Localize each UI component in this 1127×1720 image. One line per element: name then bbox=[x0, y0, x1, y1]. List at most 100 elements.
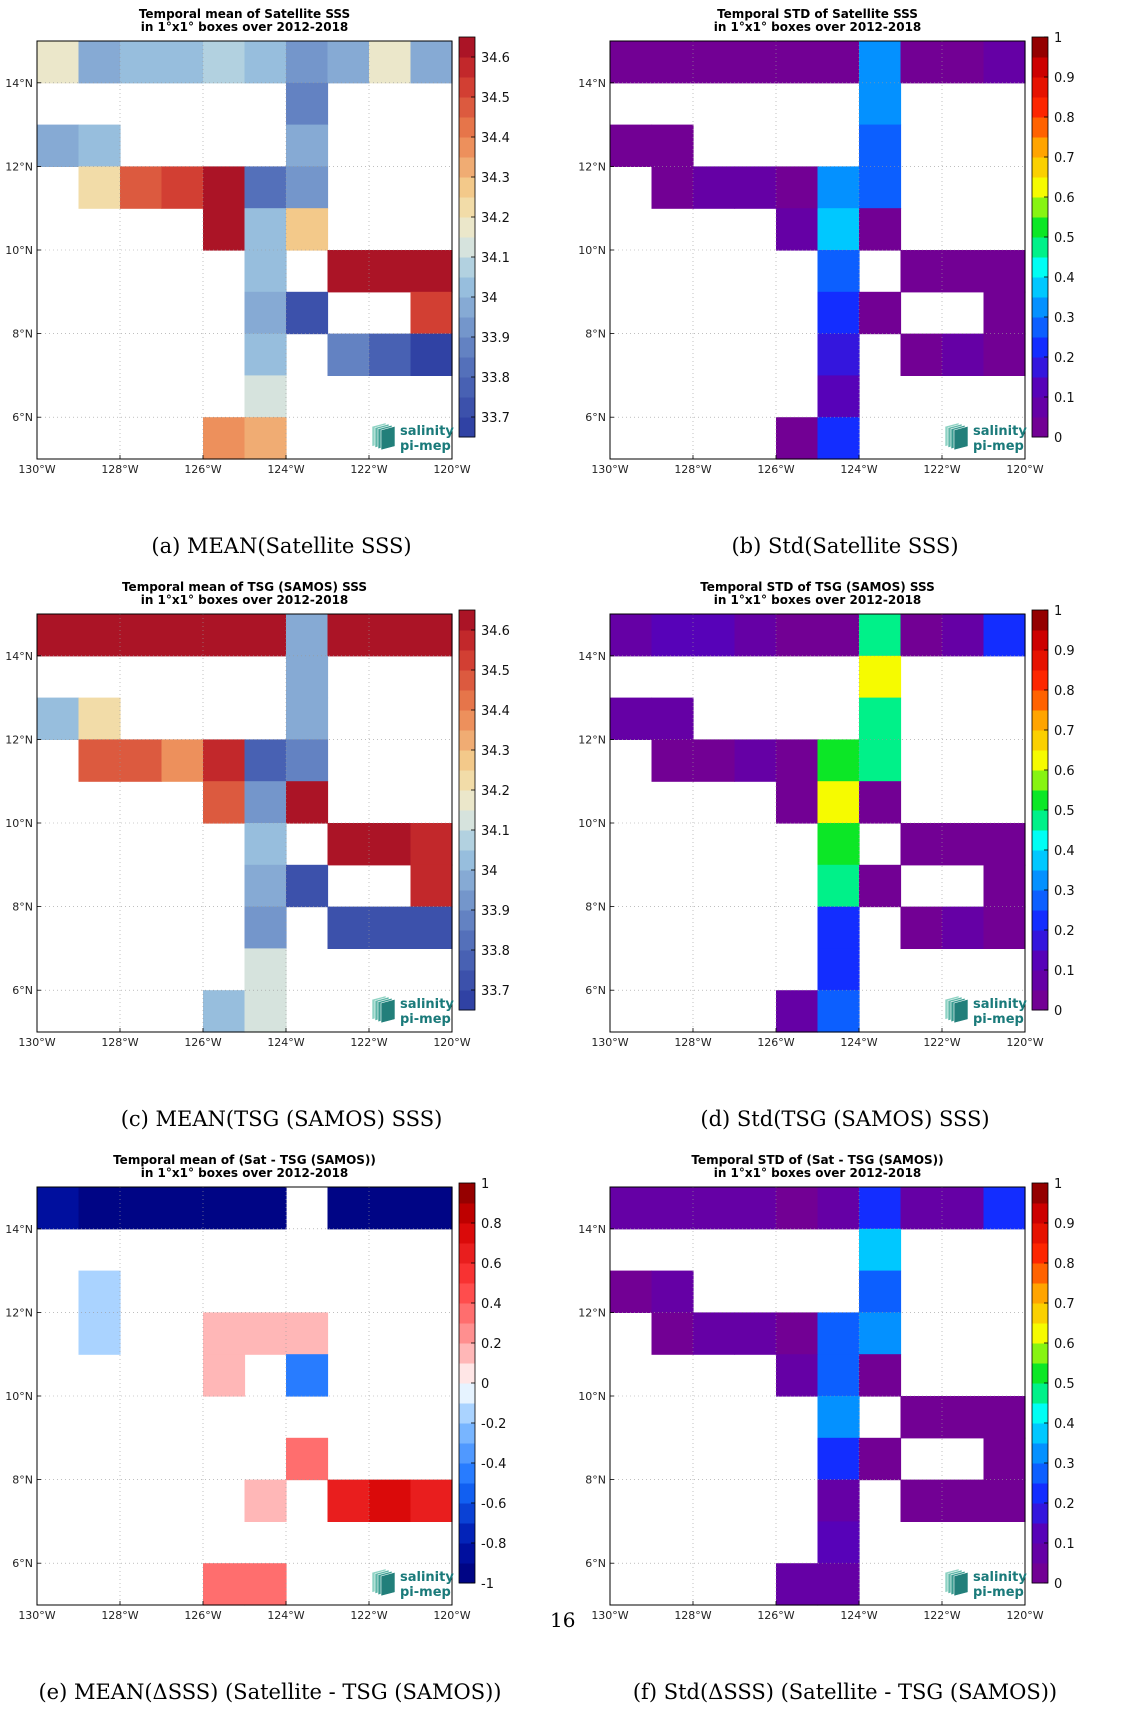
heatmap-cell bbox=[776, 990, 819, 1033]
heatmap-cell bbox=[327, 250, 370, 293]
colorbar-segment bbox=[459, 257, 475, 278]
colorbar-segment bbox=[459, 237, 475, 258]
y-tick-label: 12°N bbox=[578, 1306, 606, 1319]
heatmap-cell bbox=[900, 1396, 943, 1439]
y-tick-label: 6°N bbox=[585, 984, 606, 997]
colorbar-segment bbox=[1032, 1543, 1048, 1564]
y-tick-label: 14°N bbox=[5, 650, 33, 663]
colorbar-segment bbox=[1032, 177, 1048, 198]
colorbar-tick-label: 33.9 bbox=[481, 904, 510, 919]
logo-text-line2: pi-mep bbox=[973, 1585, 1024, 1600]
x-tick-label: 124°W bbox=[267, 1036, 304, 1049]
colorbar-tick-label: 0.1 bbox=[1054, 391, 1075, 406]
y-tick-label: 14°N bbox=[5, 77, 33, 90]
heatmap-cell bbox=[859, 739, 902, 782]
colorbar-tick-label: 34.6 bbox=[481, 624, 510, 639]
panel-f: Temporal STD of (Sat - TSG (SAMOS)) in 1°… bbox=[563, 1146, 1127, 1720]
panel-e: Temporal mean of (Sat - TSG (SAMOS)) in 1… bbox=[0, 1146, 563, 1720]
colorbar-segment bbox=[459, 37, 475, 58]
heatmap-cell bbox=[78, 1187, 121, 1230]
x-tick-label: 130°W bbox=[591, 1036, 628, 1049]
heatmap-cell bbox=[410, 823, 453, 866]
logo-text-line2: pi-mep bbox=[973, 1012, 1024, 1027]
heatmap-cell bbox=[859, 1270, 902, 1313]
heatmap-chart-f: Temporal STD of (Sat - TSG (SAMOS))in 1°… bbox=[578, 1153, 1075, 1622]
colorbar-segment bbox=[459, 217, 475, 238]
colorbar-tick-label: 34.1 bbox=[481, 251, 510, 266]
colorbar-segment bbox=[1032, 117, 1048, 138]
heatmap-cell bbox=[817, 291, 860, 335]
heatmap-cell bbox=[286, 781, 329, 824]
x-tick-label: 130°W bbox=[18, 463, 55, 476]
colorbar-segment bbox=[459, 830, 475, 851]
heatmap-cell bbox=[410, 1479, 453, 1522]
colorbar-tick-label: -1 bbox=[481, 1577, 494, 1592]
colorbar-segment bbox=[459, 57, 475, 78]
heatmap-cell bbox=[37, 697, 80, 740]
heatmap-cell bbox=[859, 614, 902, 657]
heatmap-cell bbox=[203, 1187, 246, 1230]
heatmap-cell bbox=[983, 1437, 1026, 1481]
colorbar-tick-label: 0.7 bbox=[1054, 1297, 1075, 1312]
colorbar-segment bbox=[1032, 690, 1048, 711]
colorbar-tick-label: 0.1 bbox=[1054, 964, 1075, 979]
colorbar-segment bbox=[1032, 870, 1048, 891]
colorbar-segment bbox=[1032, 910, 1048, 931]
colorbar-segment bbox=[1032, 970, 1048, 991]
colorbar-segment bbox=[459, 1483, 475, 1504]
heatmap-cell bbox=[120, 739, 163, 782]
chart-title-line: Temporal mean of (Sat - TSG (SAMOS)) bbox=[113, 1153, 376, 1167]
colorbar-segment bbox=[1032, 1343, 1048, 1364]
heatmap-cell bbox=[244, 291, 287, 335]
heatmap-cell bbox=[817, 1563, 860, 1606]
heatmap-cell bbox=[286, 697, 329, 740]
page-number: 16 bbox=[550, 1608, 576, 1632]
colorbar-tick-label: 1 bbox=[1054, 1177, 1062, 1192]
colorbar-segment bbox=[459, 1563, 475, 1584]
logo-text-line1: salinity bbox=[973, 424, 1027, 439]
heatmap-cell bbox=[203, 41, 246, 84]
y-tick-label: 12°N bbox=[5, 160, 33, 173]
heatmap-cell bbox=[983, 1187, 1026, 1230]
heatmap-cell bbox=[859, 781, 902, 824]
heatmap-cell bbox=[817, 906, 860, 949]
heatmap-cell bbox=[203, 1563, 246, 1606]
colorbar-segment bbox=[1032, 1303, 1048, 1324]
colorbar-tick-label: 33.7 bbox=[481, 411, 510, 426]
colorbar-segment bbox=[459, 1423, 475, 1444]
y-tick-label: 8°N bbox=[585, 901, 606, 914]
heatmap-cell bbox=[244, 864, 287, 908]
colorbar-segment bbox=[459, 197, 475, 218]
caption-a: (a) MEAN(Satellite SSS) bbox=[151, 534, 412, 558]
colorbar-segment bbox=[1032, 1463, 1048, 1484]
heatmap-cell bbox=[983, 1396, 1026, 1439]
heatmap-cell bbox=[244, 948, 287, 991]
colorbar-segment bbox=[459, 1503, 475, 1524]
colorbar-segment bbox=[1032, 990, 1048, 1011]
heatmap-cell bbox=[817, 41, 860, 84]
colorbar-tick-label: 34.5 bbox=[481, 664, 510, 679]
heatmap-cell bbox=[203, 739, 246, 782]
colorbar-segment bbox=[459, 1403, 475, 1424]
heatmap-cell bbox=[78, 614, 121, 657]
colorbar-segment bbox=[1032, 277, 1048, 298]
colorbar-segment bbox=[459, 177, 475, 198]
y-tick-label: 12°N bbox=[578, 160, 606, 173]
heatmap-cell bbox=[817, 1437, 860, 1481]
y-tick-label: 6°N bbox=[12, 1557, 33, 1570]
y-tick-label: 6°N bbox=[585, 411, 606, 424]
heatmap-cell bbox=[37, 614, 80, 657]
heatmap-cell bbox=[120, 41, 163, 84]
colorbar-tick-label: 34 bbox=[481, 291, 498, 306]
heatmap-cell bbox=[900, 906, 943, 949]
colorbar-segment bbox=[459, 337, 475, 358]
heatmap-cell bbox=[78, 124, 121, 167]
heatmap-cell bbox=[244, 250, 287, 293]
heatmap-cell bbox=[286, 655, 329, 699]
colorbar-segment bbox=[459, 870, 475, 891]
heatmap-cell bbox=[817, 781, 860, 824]
heatmap-cell bbox=[651, 166, 694, 209]
